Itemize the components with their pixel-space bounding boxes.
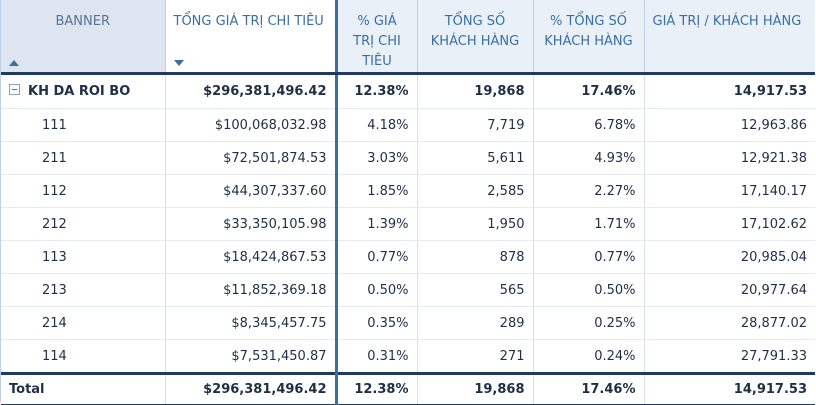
cell-pct-gia-tri: 0.77%: [336, 240, 418, 274]
column-header-label: % GIÁ TRỊ CHI TIÊU: [353, 14, 401, 69]
cell-tong-so-kh: 2,585: [417, 174, 534, 208]
cell-gia-tri-kh: 14,917.53: [644, 73, 815, 109]
column-header-tong-so-kh[interactable]: TỔNG SỐ KHÁCH HÀNG: [417, 0, 534, 75]
group-row[interactable]: KH DA ROI BO $296,381,496.42 12.38% 19,8…: [1, 73, 815, 109]
table-row: 212 $33,350,105.98 1.39% 1,950 1.71% 17,…: [1, 207, 815, 241]
cell-tong-so-kh: 19,868: [417, 73, 534, 109]
cell-pct-tong-so-kh: 6.78%: [533, 108, 645, 142]
column-header-label: BANNER: [55, 14, 110, 29]
cell-tong-gia-tri: $296,381,496.42: [165, 372, 338, 405]
column-header-gia-tri-kh[interactable]: GIÁ TRỊ / KHÁCH HÀNG: [644, 0, 815, 75]
cell-gia-tri-kh: 20,977.64: [644, 273, 815, 307]
sort-ascending-icon[interactable]: [9, 60, 19, 66]
column-header-label: GIÁ TRỊ / KHÁCH HÀNG: [652, 14, 802, 29]
group-label-cell[interactable]: KH DA ROI BO: [1, 73, 166, 109]
cell-tong-gia-tri: $72,501,874.53: [165, 141, 338, 175]
row-label: 211: [1, 141, 166, 175]
cell-tong-so-kh: 289: [417, 306, 534, 340]
cell-tong-so-kh: 1,950: [417, 207, 534, 241]
cell-pct-tong-so-kh: 17.46%: [533, 73, 645, 109]
cell-tong-gia-tri: $33,350,105.98: [165, 207, 338, 241]
cell-pct-gia-tri: 12.38%: [336, 372, 418, 405]
cell-pct-gia-tri: 1.39%: [336, 207, 418, 241]
table-row: 111 $100,068,032.98 4.18% 7,719 6.78% 12…: [1, 108, 815, 142]
table-row: 214 $8,345,457.75 0.35% 289 0.25% 28,877…: [1, 306, 815, 340]
table-row: 211 $72,501,874.53 3.03% 5,611 4.93% 12,…: [1, 141, 815, 175]
cell-pct-tong-so-kh: 1.71%: [533, 207, 645, 241]
cell-pct-tong-so-kh: 0.25%: [533, 306, 645, 340]
row-label: 112: [1, 174, 166, 208]
cell-tong-gia-tri: $18,424,867.53: [165, 240, 338, 274]
table-row: 112 $44,307,337.60 1.85% 2,585 2.27% 17,…: [1, 174, 815, 208]
header-row: BANNER TỔNG GIÁ TRỊ CHI TIÊU % GIÁ TRỊ C…: [1, 0, 815, 75]
cell-gia-tri-kh: 14,917.53: [644, 372, 815, 405]
cell-tong-so-kh: 7,719: [417, 108, 534, 142]
table-row: 113 $18,424,867.53 0.77% 878 0.77% 20,98…: [1, 240, 815, 274]
cell-tong-so-kh: 19,868: [417, 372, 534, 405]
cell-gia-tri-kh: 27,791.33: [644, 339, 815, 374]
cell-pct-tong-so-kh: 17.46%: [533, 372, 645, 405]
cell-pct-tong-so-kh: 2.27%: [533, 174, 645, 208]
column-header-label: TỔNG GIÁ TRỊ CHI TIÊU: [173, 14, 324, 29]
cell-pct-gia-tri: 4.18%: [336, 108, 418, 142]
cell-pct-tong-so-kh: 0.24%: [533, 339, 645, 374]
table-left-border: [0, 0, 1, 402]
cell-pct-gia-tri: 0.50%: [336, 273, 418, 307]
column-header-label: TỔNG SỐ KHÁCH HÀNG: [430, 14, 520, 49]
cell-gia-tri-kh: 17,140.17: [644, 174, 815, 208]
collapse-icon[interactable]: [9, 84, 20, 95]
row-label: 214: [1, 306, 166, 340]
cell-gia-tri-kh: 17,102.62: [644, 207, 815, 241]
table-row: 213 $11,852,369.18 0.50% 565 0.50% 20,97…: [1, 273, 815, 307]
cell-pct-tong-so-kh: 0.77%: [533, 240, 645, 274]
table-row: 114 $7,531,450.87 0.31% 271 0.24% 27,791…: [1, 339, 815, 374]
cell-pct-tong-so-kh: 0.50%: [533, 273, 645, 307]
row-label: 114: [1, 339, 166, 374]
sort-descending-icon[interactable]: [173, 60, 184, 66]
total-label: Total: [1, 372, 166, 405]
column-header-banner[interactable]: BANNER: [1, 0, 166, 75]
column-header-pct-gia-tri[interactable]: % GIÁ TRỊ CHI TIÊU: [336, 0, 418, 75]
row-label: 111: [1, 108, 166, 142]
cell-tong-gia-tri: $7,531,450.87: [165, 339, 338, 374]
cell-tong-gia-tri: $100,068,032.98: [165, 108, 338, 142]
group-label: KH DA ROI BO: [28, 84, 131, 99]
cell-tong-gia-tri: $11,852,369.18: [165, 273, 338, 307]
column-header-pct-tong-so-kh[interactable]: % TỔNG SỐ KHÁCH HÀNG: [533, 0, 645, 75]
cell-gia-tri-kh: 28,877.02: [644, 306, 815, 340]
row-label: 113: [1, 240, 166, 274]
cell-tong-so-kh: 271: [417, 339, 534, 374]
cell-gia-tri-kh: 12,921.38: [644, 141, 815, 175]
cell-tong-so-kh: 565: [417, 273, 534, 307]
cell-gia-tri-kh: 20,985.04: [644, 240, 815, 274]
cell-pct-gia-tri: 3.03%: [336, 141, 418, 175]
cell-tong-gia-tri: $8,345,457.75: [165, 306, 338, 340]
cell-pct-gia-tri: 12.38%: [336, 73, 418, 109]
column-header-label: % TỔNG SỐ KHÁCH HÀNG: [544, 14, 633, 49]
row-label: 212: [1, 207, 166, 241]
cell-tong-gia-tri: $296,381,496.42: [165, 73, 338, 109]
cell-tong-so-kh: 5,611: [417, 141, 534, 175]
cell-pct-gia-tri: 0.35%: [336, 306, 418, 340]
cell-pct-tong-so-kh: 4.93%: [533, 141, 645, 175]
column-header-tong-gia-tri[interactable]: TỔNG GIÁ TRỊ CHI TIÊU: [165, 0, 338, 75]
cell-tong-gia-tri: $44,307,337.60: [165, 174, 338, 208]
row-label: 213: [1, 273, 166, 307]
cell-tong-so-kh: 878: [417, 240, 534, 274]
total-row: Total $296,381,496.42 12.38% 19,868 17.4…: [1, 372, 815, 405]
cell-gia-tri-kh: 12,963.86: [644, 108, 815, 142]
cell-pct-gia-tri: 1.85%: [336, 174, 418, 208]
cell-pct-gia-tri: 0.31%: [336, 339, 418, 374]
